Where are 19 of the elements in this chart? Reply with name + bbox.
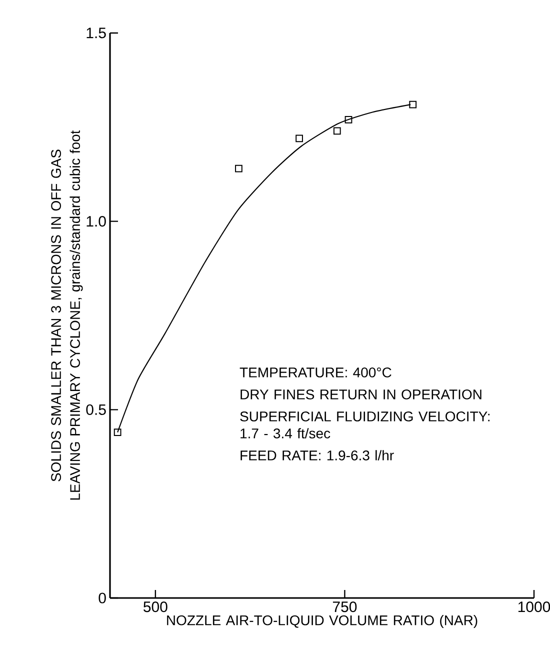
y-tick-label: 0 — [98, 592, 106, 604]
x-tick-label: 500 — [144, 602, 168, 612]
annotation: TEMPERATURE: 400°C — [240, 367, 392, 378]
point — [296, 134, 303, 142]
y-axis-title: SOLIDS SMALLER THAN 3 MICRONS IN OFF GAS LEAVING PRIMARY CYCLONE, grains/standard cubic foot — [51, 130, 83, 500]
annotation: SUPERFICIAL FLUIDIZING VELOCITY: 1.7 - 3.4 ft/sec — [240, 411, 490, 438]
y-tick-label: 0.5 — [86, 404, 106, 415]
x-axis-title: NOZZLE AIR-TO-LIQUID VOLUME RATIO (NAR) — [167, 614, 478, 628]
point — [333, 127, 341, 135]
annotation: DRY FINES RETURN IN OPERATION — [240, 389, 482, 400]
y-tick-label: 1.5 — [86, 28, 106, 38]
y-tick-label: 1.0 — [86, 216, 106, 227]
x-tick-label: 750 — [332, 602, 357, 612]
point — [114, 428, 122, 436]
point — [235, 164, 242, 172]
point — [409, 100, 417, 108]
x-tick-label: 1000 — [518, 602, 550, 612]
point — [344, 116, 352, 124]
annotation: FEED RATE: 1.9-6.3 l/hr — [240, 450, 394, 460]
